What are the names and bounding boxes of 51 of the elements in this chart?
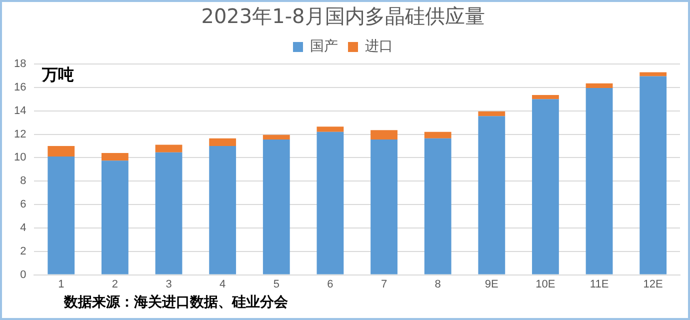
x-tick-label: 8	[434, 278, 441, 290]
legend-label: 进口	[365, 38, 393, 55]
y-tick-label: 8	[20, 175, 26, 188]
bar	[209, 146, 236, 274]
bar	[586, 88, 613, 274]
x-tick-label: 12E	[643, 278, 663, 290]
y-tick-label: 2	[20, 245, 26, 258]
y-tick-label: 12	[14, 128, 26, 140]
bar	[262, 140, 290, 274]
bar	[370, 130, 398, 140]
chart-title: 2023年1-8月国内多晶硅供应量	[201, 4, 485, 28]
y-tick-label: 14	[14, 104, 26, 117]
bar	[48, 156, 75, 274]
bar	[370, 140, 398, 274]
x-tick-label: 9E	[484, 278, 498, 290]
x-tick-label: 10E	[536, 278, 556, 290]
y-tick-label: 10	[14, 152, 26, 164]
x-tick-label: 3	[166, 278, 172, 290]
bar	[316, 132, 344, 274]
bar	[532, 95, 559, 100]
bar	[586, 83, 613, 88]
source-note: 数据来源：海关进口数据、硅业分会	[63, 294, 289, 311]
x-tick-label: 2	[112, 278, 118, 290]
y-axis-title: 万吨	[41, 65, 74, 84]
bar	[478, 111, 506, 116]
bar	[48, 146, 75, 157]
bar	[262, 134, 290, 140]
y-tick-label: 18	[14, 58, 26, 70]
legend-label: 国产	[310, 38, 338, 55]
bar	[424, 138, 452, 274]
bar	[424, 132, 452, 138]
y-tick-label: 6	[20, 198, 26, 211]
bar	[102, 153, 128, 161]
bar	[532, 99, 559, 274]
x-tick-label: 1	[58, 278, 64, 290]
bar	[102, 160, 128, 274]
x-tick-label: 5	[273, 278, 280, 290]
y-tick-label: 4	[20, 222, 26, 234]
x-tick-label: 4	[220, 278, 226, 290]
x-tick-label: 6	[327, 278, 334, 290]
x-tick-label: 11E	[590, 278, 609, 290]
bar	[155, 152, 182, 274]
bar	[640, 72, 667, 76]
bar	[478, 116, 506, 274]
bar	[155, 144, 182, 152]
bar	[209, 138, 236, 146]
x-tick-label: 7	[380, 278, 388, 290]
y-tick-label: 16	[14, 81, 26, 94]
bar	[316, 126, 344, 132]
y-tick-label: 0	[20, 268, 26, 281]
bar	[640, 76, 667, 274]
